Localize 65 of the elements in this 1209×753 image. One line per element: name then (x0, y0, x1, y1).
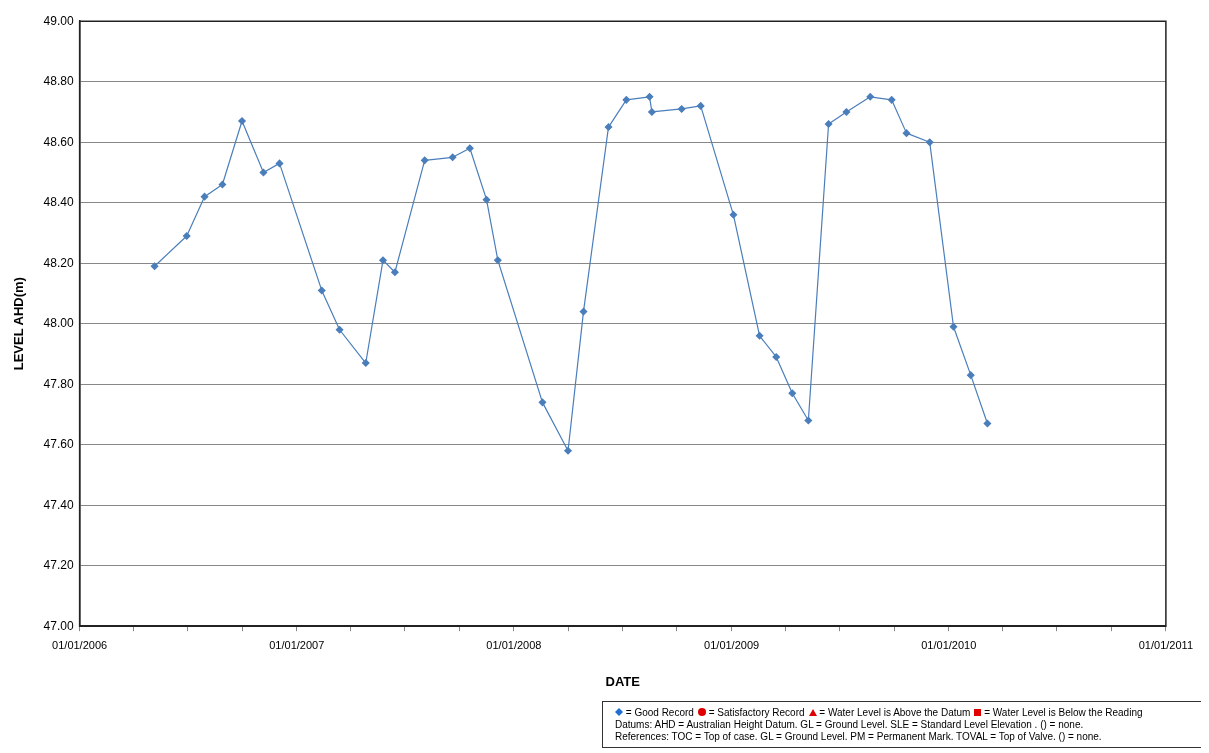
point (466, 144, 474, 153)
point (622, 96, 631, 104)
point (983, 419, 992, 428)
x-axis-title: DATE (605, 673, 641, 689)
x-tick-label: 01/01/2011 (1138, 638, 1194, 651)
point (335, 325, 344, 334)
x-tick-label: 01/01/2008 (486, 638, 542, 651)
point (218, 180, 227, 189)
point (482, 195, 491, 204)
point (200, 192, 209, 201)
point (788, 389, 797, 398)
point (317, 286, 326, 295)
y-tick-label: 47.20 (43, 558, 74, 573)
point (564, 446, 572, 455)
y-tick-label: 47.00 (43, 618, 74, 633)
point (925, 138, 934, 146)
point (259, 168, 268, 177)
y-tick-label: 48.80 (43, 74, 74, 89)
point (275, 159, 284, 168)
point (966, 371, 975, 379)
x-tick-label: 01/01/2009 (704, 638, 760, 651)
y-axis-title: LEVEL AHD(m) (11, 277, 27, 371)
point (824, 120, 833, 128)
point (150, 262, 159, 271)
point (902, 129, 911, 137)
x-tick-label: 01/01/2007 (269, 638, 325, 651)
y-tick-label: 48.40 (43, 195, 74, 210)
point (391, 268, 399, 277)
text: = Good Record (624, 707, 694, 718)
point (887, 96, 896, 104)
y-tick-label: 48.00 (43, 316, 74, 331)
text: References: TOC = Top of case. GL = Ground Level. PM = Permanent Mark. TOVAL = Top of Valve. () = none. (615, 731, 1103, 743)
text: Datums: AHD = Australian Height Datum. GL = Ground Level. SLE = Standard Level Elevation . () = none. (615, 719, 1085, 731)
y-tick-label: 47.40 (43, 497, 74, 512)
text: = Satisfactory Record (707, 707, 805, 718)
y-tick-label: 49.00 (43, 13, 74, 28)
y-tick-label: 47.80 (43, 376, 74, 391)
point (696, 102, 705, 110)
point (677, 105, 686, 113)
point (648, 108, 656, 116)
x-tick-label: 01/01/2006 (52, 638, 108, 651)
point (538, 398, 547, 407)
point (645, 93, 654, 101)
point (755, 332, 764, 340)
point (494, 256, 502, 264)
y-tick-label: 47.60 (43, 437, 74, 452)
point (420, 156, 429, 165)
y-tick-label: 48.20 (43, 255, 74, 270)
point (579, 307, 588, 316)
point (448, 153, 457, 162)
point (842, 108, 851, 116)
x-tick-label: 01/01/2010 (921, 638, 977, 651)
point (804, 416, 813, 425)
point (729, 211, 738, 219)
point (604, 123, 613, 131)
y-tick-label: 48.60 (43, 134, 74, 149)
point (866, 93, 875, 101)
point (379, 256, 387, 264)
point (772, 353, 781, 361)
point (238, 117, 246, 125)
text: = Water Level is Above the Datum (818, 707, 971, 718)
point (182, 232, 191, 240)
text: = Water Level is Below the Reading (983, 707, 1143, 718)
point (361, 359, 370, 367)
point (949, 322, 958, 331)
